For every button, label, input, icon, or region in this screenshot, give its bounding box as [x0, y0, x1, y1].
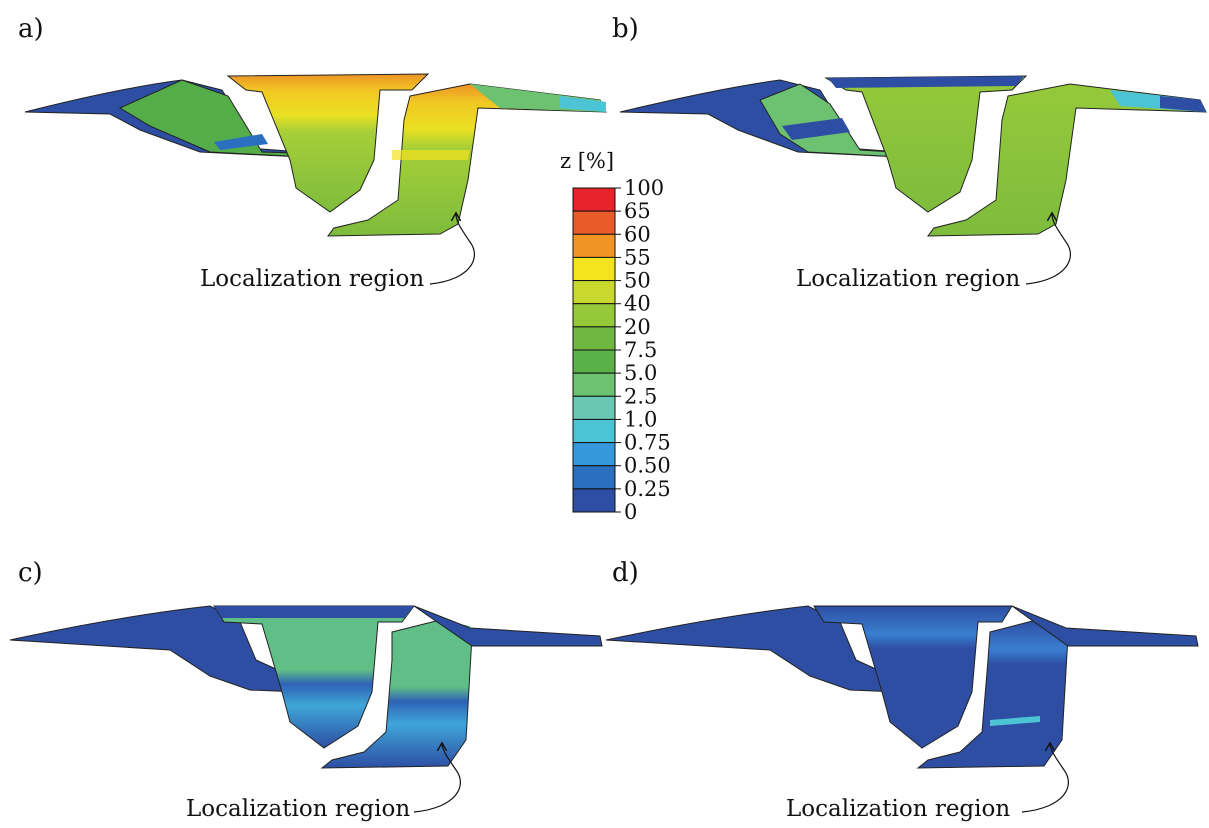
colorbar-swatch	[572, 187, 616, 212]
colorbar-tick-label: 1.0	[624, 407, 657, 431]
colorbar-tick-label: 0.75	[624, 431, 671, 455]
colorbar-swatch	[572, 395, 616, 420]
colorbar-tick-label: 5.0	[624, 361, 657, 385]
colorbar-tick-label: 20	[624, 315, 651, 339]
panel-label-c: c)	[18, 558, 43, 588]
colorbar-swatch	[572, 372, 616, 397]
colorbar-swatch	[572, 280, 616, 305]
colorbar-swatch	[572, 465, 616, 490]
colorbar-swatch	[572, 303, 616, 328]
colorbar-tick-label: 65	[624, 199, 651, 223]
mesh-panel-c	[9, 605, 603, 769]
colorbar-tick-label: 7.5	[624, 338, 657, 362]
colorbar-tick-label: 40	[624, 292, 651, 316]
colorbar-swatch	[572, 349, 616, 374]
localization-annotation-a: Localization region	[200, 266, 425, 292]
colorbar-swatch	[572, 233, 616, 258]
colorbar-tick-label: 55	[624, 245, 651, 269]
arrow-b	[1025, 214, 1071, 285]
mesh-panel-d	[605, 605, 1199, 769]
colorbar-swatches	[572, 187, 616, 513]
panel-label-d: d)	[612, 558, 639, 588]
colorbar-tick-label: 0	[624, 500, 637, 524]
colorbar-title: z [%]	[560, 149, 614, 173]
colorbar-swatch	[572, 326, 616, 351]
mesh-panel-b	[619, 75, 1207, 237]
colorbar-swatch	[572, 210, 616, 235]
arrow-d	[1021, 744, 1069, 813]
arrow-a	[429, 214, 475, 285]
colorbar-tick-label: 100	[624, 176, 664, 200]
mesh-panel-a	[24, 73, 607, 237]
panel-label-a: a)	[18, 14, 44, 44]
colorbar-swatch	[572, 418, 616, 444]
panel-label-b: b)	[612, 14, 639, 44]
colorbar-tick-label: 0.50	[624, 454, 671, 478]
colorbar-tick-label: 0.25	[624, 477, 671, 501]
colorbar-tick-label: 50	[624, 269, 651, 293]
colorbar-swatch	[572, 488, 616, 513]
colorbar-tick-label: 2.5	[624, 384, 657, 408]
localization-annotation-d: Localization region	[786, 796, 1011, 822]
colorbar-swatch	[572, 442, 616, 467]
localization-annotation-b: Localization region	[796, 266, 1021, 292]
arrow-c	[413, 744, 461, 813]
colorbar-swatch	[572, 256, 616, 282]
localization-annotation-c: Localization region	[186, 796, 411, 822]
colorbar: z [%] 1006560555040207.55.02.51.00.750.5…	[560, 149, 671, 524]
colorbar-tick-label: 60	[624, 222, 651, 246]
